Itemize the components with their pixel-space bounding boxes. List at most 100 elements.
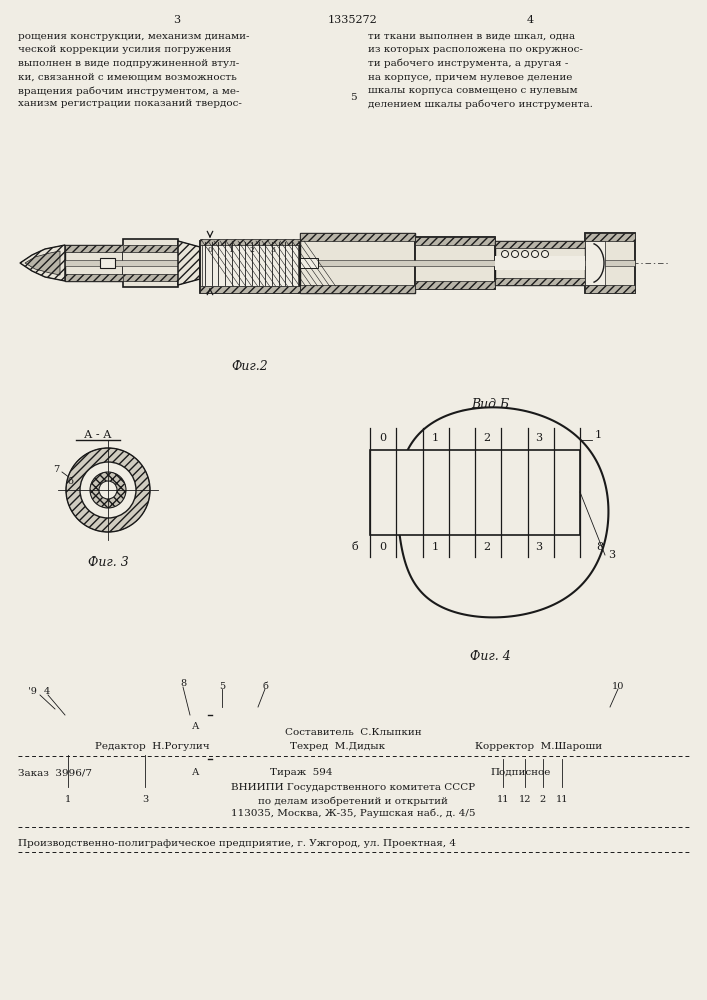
Bar xyxy=(585,233,635,293)
Text: 10: 10 xyxy=(612,682,624,691)
Text: ти ткани выполнен в виде шкал, одна: ти ткани выполнен в виде шкал, одна xyxy=(368,32,575,41)
Bar xyxy=(65,274,123,281)
Bar xyxy=(300,285,415,293)
Bar xyxy=(123,245,178,281)
Bar xyxy=(65,245,123,252)
Circle shape xyxy=(542,250,549,257)
Text: А: А xyxy=(192,722,199,731)
Polygon shape xyxy=(178,241,200,285)
Bar xyxy=(123,245,178,252)
Bar xyxy=(300,233,415,293)
Bar xyxy=(100,258,115,268)
Text: ческой коррекции усилия погружения: ческой коррекции усилия погружения xyxy=(18,45,231,54)
Text: А: А xyxy=(192,768,199,777)
Text: 1: 1 xyxy=(595,430,602,440)
Text: 1: 1 xyxy=(228,246,233,254)
Text: Вид Б: Вид Б xyxy=(471,398,509,411)
Bar xyxy=(495,241,585,285)
Text: 1: 1 xyxy=(431,433,438,443)
Bar xyxy=(200,239,300,245)
Circle shape xyxy=(532,250,539,257)
Circle shape xyxy=(66,448,150,532)
Text: б: б xyxy=(351,542,358,552)
Bar xyxy=(370,450,580,535)
Text: Тираж  594: Тираж 594 xyxy=(270,768,332,777)
Text: на корпусе, причем нулевое деление: на корпусе, причем нулевое деление xyxy=(368,73,573,82)
Bar xyxy=(585,233,635,241)
Circle shape xyxy=(80,462,136,518)
Bar xyxy=(300,233,415,241)
Bar xyxy=(300,258,318,268)
Bar xyxy=(65,260,635,266)
Text: 11: 11 xyxy=(556,795,568,804)
Circle shape xyxy=(99,481,117,499)
Text: 11: 11 xyxy=(497,795,509,804)
Bar xyxy=(415,281,495,289)
Text: 8: 8 xyxy=(597,542,604,552)
Text: Корректор  М.Шароши: Корректор М.Шароши xyxy=(475,742,602,751)
Text: 2: 2 xyxy=(484,433,491,443)
Text: ВНИИПИ Государственного комитета СССР: ВНИИПИ Государственного комитета СССР xyxy=(231,783,475,792)
Circle shape xyxy=(501,250,508,257)
Circle shape xyxy=(522,250,529,257)
Text: делением шкалы рабочего инструмента.: делением шкалы рабочего инструмента. xyxy=(368,100,593,109)
Bar xyxy=(200,286,300,293)
Text: ханизм регистрации показаний твердос-: ханизм регистрации показаний твердос- xyxy=(18,100,242,108)
Text: рощения конструкции, механизм динами-: рощения конструкции, механизм динами- xyxy=(18,32,250,41)
Text: Производственно-полиграфическое предприятие, г. Ужгород, ул. Проектная, 4: Производственно-полиграфическое предприя… xyxy=(18,839,456,848)
Bar xyxy=(415,237,495,245)
Text: из которых расположена по окружнос-: из которых расположена по окружнос- xyxy=(368,45,583,54)
Text: б: б xyxy=(67,478,73,487)
Text: Фиг. 3: Фиг. 3 xyxy=(88,556,129,569)
Text: 3: 3 xyxy=(142,795,148,804)
Text: 3: 3 xyxy=(535,542,542,552)
Circle shape xyxy=(90,472,126,508)
Bar xyxy=(495,256,585,270)
Bar xyxy=(495,241,585,248)
Polygon shape xyxy=(397,407,609,617)
Text: Техред  М.Дидык: Техред М.Дидык xyxy=(290,742,385,751)
Text: ки, связанной с имеющим возможность: ки, связанной с имеющим возможность xyxy=(18,73,237,82)
Bar xyxy=(123,239,178,287)
Text: 3: 3 xyxy=(535,433,542,443)
Text: Заказ  3996/7: Заказ 3996/7 xyxy=(18,768,92,777)
Text: 3: 3 xyxy=(271,246,276,254)
Text: 1: 1 xyxy=(431,542,438,552)
Bar xyxy=(123,274,178,281)
Bar xyxy=(200,241,300,293)
Circle shape xyxy=(511,250,518,257)
Bar xyxy=(202,241,298,286)
Bar xyxy=(65,245,123,281)
Bar xyxy=(585,285,635,293)
Text: А - А: А - А xyxy=(84,430,112,440)
Text: вращения рабочим инструментом, а ме-: вращения рабочим инструментом, а ме- xyxy=(18,86,240,96)
Text: 7: 7 xyxy=(53,466,59,475)
Text: выполнен в виде подпружиненной втул-: выполнен в виде подпружиненной втул- xyxy=(18,59,239,68)
Text: 1: 1 xyxy=(65,795,71,804)
Text: Фиг.2: Фиг.2 xyxy=(232,360,269,373)
Bar xyxy=(495,278,585,285)
Bar xyxy=(585,241,605,285)
Text: 8: 8 xyxy=(180,679,186,688)
Text: 4: 4 xyxy=(44,687,50,696)
Text: 0: 0 xyxy=(380,542,387,552)
Text: 2: 2 xyxy=(484,542,491,552)
Text: по делам изобретений и открытий: по делам изобретений и открытий xyxy=(258,796,448,806)
Text: 5: 5 xyxy=(350,93,356,102)
Text: 3: 3 xyxy=(608,550,615,560)
Text: Редактор  Н.Рогулич: Редактор Н.Рогулич xyxy=(95,742,209,751)
Text: Составитель  С.Клыпкин: Составитель С.Клыпкин xyxy=(285,728,421,737)
Text: 113035, Москва, Ж-35, Раушская наб., д. 4/5: 113035, Москва, Ж-35, Раушская наб., д. … xyxy=(230,809,475,818)
Text: 1335272: 1335272 xyxy=(328,15,378,25)
Text: 5: 5 xyxy=(219,682,225,691)
Text: Фиг. 4: Фиг. 4 xyxy=(469,650,510,663)
Bar xyxy=(415,237,495,289)
Text: 2: 2 xyxy=(250,246,255,254)
Polygon shape xyxy=(25,251,60,275)
Text: ти рабочего инструмента, а другая -: ти рабочего инструмента, а другая - xyxy=(368,59,568,68)
Text: 2: 2 xyxy=(540,795,546,804)
Polygon shape xyxy=(20,245,65,281)
Text: 4: 4 xyxy=(527,15,534,25)
Text: Подписное: Подписное xyxy=(490,768,550,777)
Text: шкалы корпуса совмещено с нулевым: шкалы корпуса совмещено с нулевым xyxy=(368,86,578,95)
